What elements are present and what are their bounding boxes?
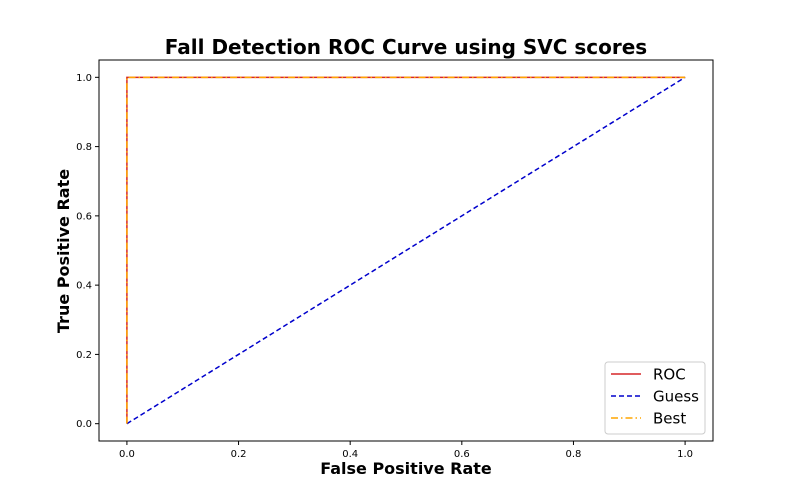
y-tick-label: 0.6 bbox=[76, 211, 92, 222]
x-tick-label: 1.0 bbox=[677, 449, 693, 460]
x-axis-label: False Positive Rate bbox=[320, 459, 492, 478]
series-line-roc bbox=[126, 76, 686, 424]
y-tick-label: 0.2 bbox=[76, 350, 92, 361]
legend-label-best: Best bbox=[653, 410, 686, 428]
y-tick-label: 0.0 bbox=[76, 419, 92, 430]
x-tick-label: 0.0 bbox=[119, 449, 135, 460]
legend-entries: ROC Guess Best bbox=[611, 366, 699, 428]
legend-box bbox=[604, 361, 706, 435]
legend-label-roc: ROC bbox=[653, 366, 686, 384]
x-tick-label: 0.4 bbox=[342, 449, 358, 460]
x-tick-label: 0.2 bbox=[231, 449, 247, 460]
chart-title: Fall Detection ROC Curve using SVC score… bbox=[165, 35, 647, 59]
y-tick-label: 0.4 bbox=[76, 281, 92, 292]
y-axis-label: True Positive Rate bbox=[54, 169, 73, 333]
x-axis-ticks: 0.0 0.2 0.4 0.6 0.8 1.0 bbox=[119, 441, 693, 460]
y-axis-ticks: 0.0 0.2 0.4 0.6 0.8 1.0 bbox=[76, 73, 99, 430]
series-layer bbox=[126, 76, 686, 425]
legend: ROC Guess Best bbox=[604, 361, 706, 435]
legend-label-guess: Guess bbox=[653, 388, 699, 406]
y-tick-label: 0.8 bbox=[76, 142, 92, 153]
y-tick-label: 1.0 bbox=[76, 73, 92, 84]
series-line-guess bbox=[126, 76, 686, 425]
x-tick-label: 0.8 bbox=[566, 449, 582, 460]
x-tick-label: 0.6 bbox=[454, 449, 470, 460]
